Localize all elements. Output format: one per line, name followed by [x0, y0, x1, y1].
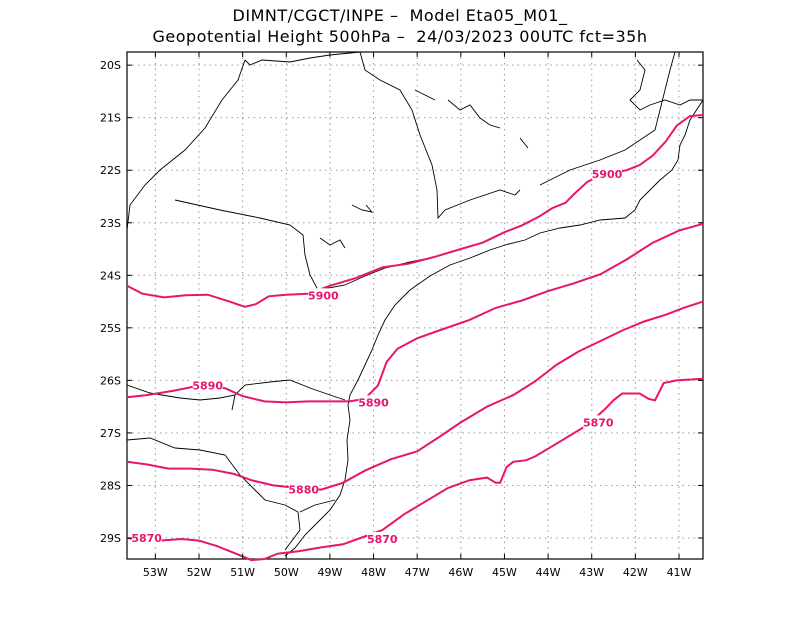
- contour-label-background: [592, 166, 622, 180]
- contour-label-background: [367, 532, 398, 546]
- contour-label-background: [192, 378, 223, 392]
- y-tick-label: 27S: [100, 427, 121, 440]
- y-tick-label: 21S: [100, 112, 121, 125]
- contour-label-background: [288, 482, 319, 496]
- state-border-north: [539, 51, 703, 186]
- x-tick-label: 45W: [492, 566, 517, 579]
- y-tick-label: 24S: [100, 269, 121, 282]
- contour-label-5890: 5890: [358, 396, 389, 409]
- contour-label-5900: 5900: [308, 289, 339, 302]
- contour-label-5870: 5870: [131, 532, 162, 545]
- geopotential-contours: 5900 5900 5890 5890 5880 5870 5870 5870: [126, 114, 704, 562]
- y-tick-label: 22S: [100, 164, 121, 177]
- map-frame: [126, 51, 704, 560]
- x-tick-label: 47W: [405, 566, 430, 579]
- contour-label-5870: 5870: [367, 533, 398, 546]
- lakes: [319, 89, 529, 249]
- contour-5890: [126, 222, 704, 404]
- coastline-and-borders: [126, 51, 704, 557]
- contour-label-5880: 5880: [288, 484, 319, 497]
- x-tick-label: 46W: [448, 566, 473, 579]
- state-border-south: [126, 379, 346, 551]
- contour-5900: [126, 114, 704, 308]
- x-tick-label: 49W: [317, 566, 342, 579]
- x-tick-label: 44W: [536, 566, 561, 579]
- contour-label-background: [308, 288, 339, 302]
- coastline: [284, 99, 704, 557]
- state-borders-west: [126, 51, 521, 291]
- x-tick-label: 41W: [667, 566, 692, 579]
- y-tick-label: 29S: [100, 532, 121, 545]
- contour-5870: [126, 377, 704, 562]
- x-tick-label: 53W: [143, 566, 168, 579]
- y-tick-label: 28S: [100, 479, 121, 492]
- x-tick-label: 43W: [579, 566, 604, 579]
- contour-label-5900: 5900: [592, 168, 623, 181]
- x-tick-label: 51W: [230, 566, 255, 579]
- x-tick-label: 48W: [361, 566, 386, 579]
- y-tick-label: 26S: [100, 374, 121, 387]
- contour-label-background: [583, 415, 614, 429]
- x-tick-label: 52W: [187, 566, 212, 579]
- map-title-line-1: DIMNT/CGCT/INPE – Model Eta05_M01_: [232, 6, 568, 25]
- x-tick-label: 42W: [623, 566, 648, 579]
- contour-label-background: [131, 530, 162, 544]
- x-tick-label: 50W: [274, 566, 299, 579]
- axis-ticks: 53W 52W 51W 50W 49W 48W 47W 46W 45W 44W 43W 42W 41W 2…: [100, 52, 703, 579]
- y-tick-label: 25S: [100, 322, 121, 335]
- contour-label-5890: 5890: [192, 380, 223, 393]
- contour-label-5870: 5870: [583, 416, 614, 429]
- contour-label-background: [358, 395, 389, 409]
- y-tick-label: 23S: [100, 217, 121, 230]
- y-tick-label: 20S: [100, 59, 121, 72]
- contour-5880: [126, 300, 704, 491]
- map-title-line-2: Geopotential Height 500hPa – 24/03/2023 …: [152, 27, 648, 46]
